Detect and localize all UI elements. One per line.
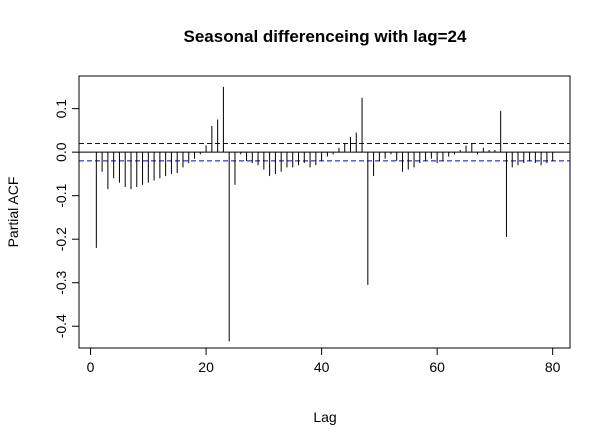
x-tick-label: 0 (87, 359, 95, 375)
y-tick-label: -0.2 (53, 227, 69, 251)
x-tick-label: 60 (429, 359, 445, 375)
y-tick-label: 0.1 (53, 99, 69, 119)
x-tick-label: 40 (314, 359, 330, 375)
y-tick-label: 0.0 (53, 142, 69, 162)
plot-frame (78, 75, 571, 349)
y-tick-label: -0.3 (53, 270, 69, 294)
chart-marks: 0 20 40 60 80 -0.4 -0.3 -0.2 -0.1 0.0 0.1 (53, 86, 570, 375)
y-axis-label: Partial ACF (5, 177, 21, 248)
y-tick-label: -0.1 (53, 183, 69, 207)
x-axis-label: Lag (313, 409, 336, 425)
y-tick-label: -0.4 (53, 314, 69, 338)
x-tick-label: 80 (545, 359, 561, 375)
x-tick-label: 20 (198, 359, 214, 375)
chart-title: Seasonal differenceing with lag=24 (184, 27, 467, 46)
